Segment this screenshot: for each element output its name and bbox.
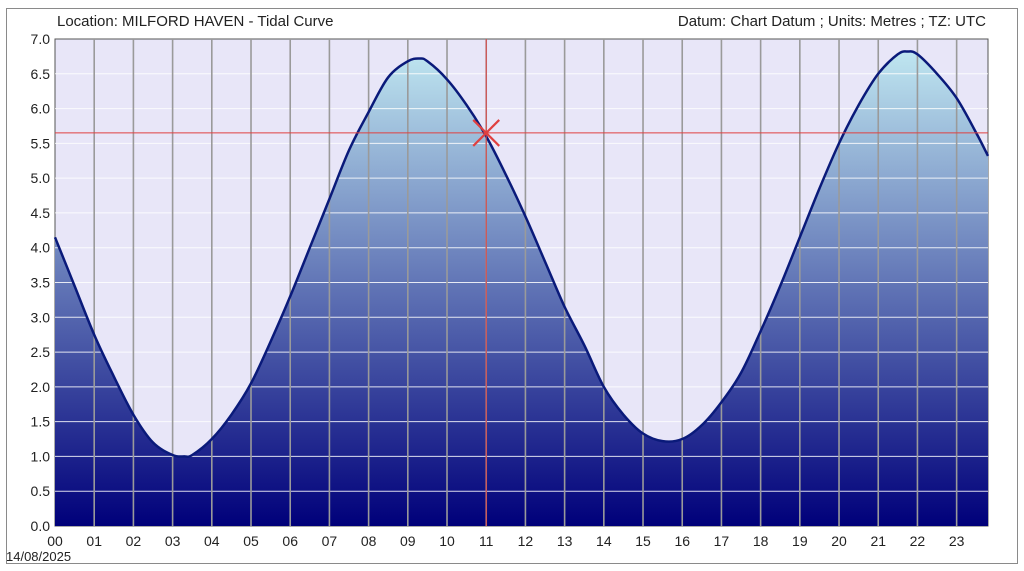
- x-tick-label: 00: [47, 533, 63, 549]
- x-tick-label: 22: [910, 533, 926, 549]
- x-tick-label: 18: [753, 533, 769, 549]
- x-tick-label: 11: [479, 533, 494, 549]
- y-tick-label: 4.5: [31, 205, 51, 221]
- y-tick-label: 2.0: [31, 379, 51, 395]
- y-tick-label: 4.0: [31, 240, 51, 256]
- tide-curve-line: [53, 50, 990, 459]
- x-tick-label: 10: [439, 533, 455, 549]
- y-tick-label: 1.0: [31, 448, 51, 464]
- x-tick-label: 03: [165, 533, 181, 549]
- x-tick-label: 19: [792, 533, 808, 549]
- date-label: 14/08/2025: [6, 549, 72, 564]
- y-tick-label: 7.0: [31, 31, 51, 47]
- x-tick-label: 13: [557, 533, 573, 549]
- x-tick-label: 14: [596, 533, 612, 549]
- y-tick-label: 5.5: [31, 135, 51, 151]
- chart-datum-info: Datum: Chart Datum ; Units: Metres ; TZ:…: [677, 13, 986, 30]
- tide-area-fill: [55, 51, 988, 527]
- x-tick-label: 01: [86, 533, 102, 549]
- x-tick-label: 12: [518, 533, 534, 549]
- x-tick-label: 07: [322, 533, 338, 549]
- y-tick-label: 3.0: [31, 309, 51, 325]
- x-tick-label: 05: [243, 533, 259, 549]
- x-tick-label: 20: [831, 533, 847, 549]
- y-tick-label: 2.5: [31, 344, 51, 360]
- y-tick-label: 0.5: [31, 483, 51, 499]
- x-tick-label: 04: [204, 533, 220, 549]
- y-tick-label: 3.5: [31, 275, 51, 291]
- x-tick-label: 06: [282, 533, 298, 549]
- y-tick-label: 6.5: [31, 66, 51, 82]
- x-tick-label: 16: [674, 533, 690, 549]
- cursor-marker: [472, 119, 500, 147]
- y-tick-label: 0.0: [31, 518, 51, 534]
- x-tick-label: 02: [126, 533, 142, 549]
- y-tick-label: 1.5: [31, 414, 51, 430]
- x-tick-label: 08: [361, 533, 377, 549]
- y-tick-label: 6.0: [31, 101, 51, 117]
- x-tick-label: 21: [870, 533, 886, 549]
- x-tick-label: 15: [635, 533, 651, 549]
- x-tick-label: 09: [400, 533, 416, 549]
- y-tick-label: 5.0: [31, 170, 51, 186]
- chart-title: Location: MILFORD HAVEN - Tidal Curve: [57, 13, 334, 30]
- x-tick-label: 23: [949, 533, 965, 549]
- x-tick-label: 17: [714, 533, 730, 549]
